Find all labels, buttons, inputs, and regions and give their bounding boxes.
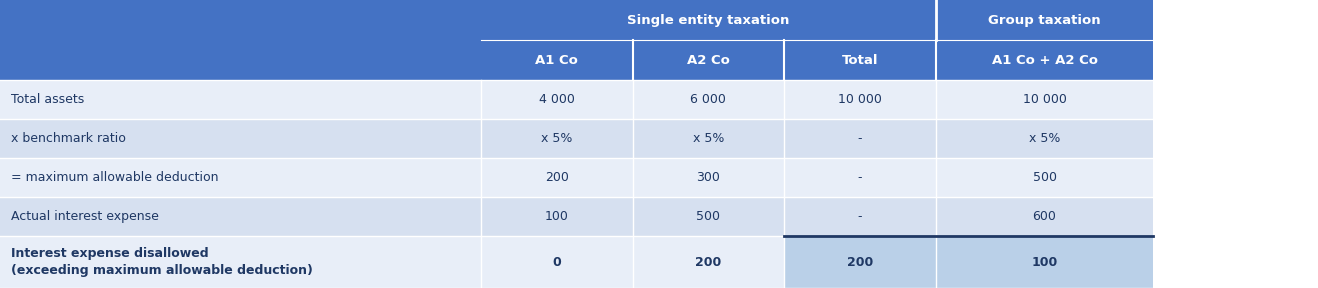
Text: Single entity taxation: Single entity taxation	[627, 14, 789, 26]
Text: 200: 200	[696, 256, 721, 269]
Text: x benchmark ratio: x benchmark ratio	[11, 132, 125, 145]
Text: Interest expense disallowed
(exceeding maximum allowable deduction): Interest expense disallowed (exceeding m…	[11, 247, 312, 277]
Text: Actual interest expense: Actual interest expense	[11, 210, 158, 223]
Text: 200: 200	[847, 256, 873, 269]
Bar	[0, 197, 1153, 236]
Text: = maximum allowable deduction: = maximum allowable deduction	[11, 171, 217, 184]
Text: A2 Co: A2 Co	[687, 54, 730, 67]
Bar	[784, 236, 1153, 288]
Text: 10 000: 10 000	[1023, 93, 1066, 106]
Text: x 5%: x 5%	[693, 132, 724, 145]
Text: 500: 500	[1032, 171, 1057, 184]
Text: 0: 0	[552, 256, 561, 269]
Text: 200: 200	[544, 171, 569, 184]
Text: 100: 100	[1032, 256, 1057, 269]
Bar	[0, 158, 1153, 197]
Text: x 5%: x 5%	[542, 132, 572, 145]
Text: 4 000: 4 000	[539, 93, 575, 106]
Text: Total: Total	[842, 54, 878, 67]
Text: 300: 300	[696, 171, 721, 184]
Text: Total assets: Total assets	[11, 93, 84, 106]
Text: 100: 100	[544, 210, 569, 223]
Bar	[0, 80, 1153, 119]
Bar	[0, 236, 1153, 288]
Bar	[0, 119, 1153, 158]
Text: -: -	[858, 210, 862, 223]
Text: 6 000: 6 000	[691, 93, 726, 106]
Text: -: -	[858, 132, 862, 145]
Text: A1 Co + A2 Co: A1 Co + A2 Co	[991, 54, 1098, 67]
Text: x 5%: x 5%	[1029, 132, 1060, 145]
Text: A1 Co: A1 Co	[535, 54, 579, 67]
Text: -: -	[858, 171, 862, 184]
Text: 10 000: 10 000	[838, 93, 882, 106]
Text: Group taxation: Group taxation	[988, 14, 1101, 26]
Text: 600: 600	[1032, 210, 1057, 223]
Bar	[0, 0, 1153, 80]
Text: 500: 500	[696, 210, 721, 223]
